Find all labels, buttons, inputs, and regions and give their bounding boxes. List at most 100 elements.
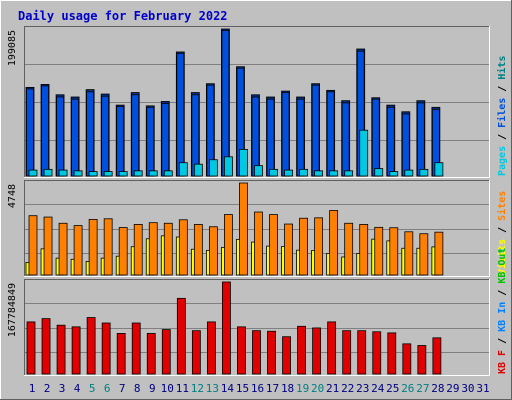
bar-kbf — [342, 330, 352, 375]
bar-sites — [148, 222, 158, 276]
bar-kbf — [402, 343, 412, 375]
legend-label: Pages / Files / Hits — [496, 56, 508, 176]
x-tick-label: 25 — [386, 382, 399, 395]
bar-pages — [178, 162, 188, 177]
bar-pages — [88, 171, 98, 177]
bar-pages — [434, 162, 444, 177]
bar-pages — [419, 168, 429, 177]
bar-kbf — [387, 332, 397, 375]
legend-separator: / — [497, 80, 508, 98]
bar-pages — [224, 156, 233, 177]
x-tick-label: 23 — [356, 382, 369, 395]
bar-pages — [73, 170, 83, 177]
bar-files — [341, 102, 350, 177]
bar-pages — [344, 170, 354, 177]
y-max-label: 199085 — [7, 30, 18, 66]
x-axis-labels: 1 2 3 4 5 6 7 8 9 10 11 12 13 14 15 16 17 18 19 20 21 22 23 24 2… — [29, 382, 490, 395]
x-tick-label: 13 — [206, 382, 219, 395]
bar-pages — [163, 170, 173, 177]
bar-files — [311, 84, 320, 177]
legend-separator: / — [497, 128, 508, 146]
bar-sites — [28, 215, 38, 276]
bar-sites — [88, 218, 98, 276]
bar-kbf — [161, 329, 171, 375]
bar-sites — [329, 210, 339, 276]
x-tick-label: 30 — [461, 382, 474, 395]
x-tick-label: 2 — [44, 382, 51, 395]
x-tick-label: 11 — [176, 382, 189, 395]
bar-kbf — [222, 281, 231, 375]
bar-files — [101, 95, 110, 177]
bar-pages — [284, 169, 293, 177]
bar-pages — [208, 159, 218, 177]
bar-pages — [239, 149, 248, 177]
x-tick-label: 14 — [221, 382, 235, 395]
x-tick-label: 8 — [134, 382, 141, 395]
legend-entry: KB F — [497, 350, 508, 374]
panel-sites-visits: 4748 Visits / Sites — [7, 180, 508, 277]
x-tick-label: 4 — [74, 382, 81, 395]
x-tick-label: 17 — [266, 382, 279, 395]
bar-files — [416, 102, 425, 177]
bar-kbf — [131, 322, 141, 375]
x-tick-label: 26 — [401, 382, 414, 395]
bar-files — [71, 98, 79, 177]
bar-pages — [103, 171, 113, 177]
bar-sites — [103, 218, 113, 276]
legend-label: KB F / KB In / KB Out — [497, 248, 508, 374]
panel-kbytes: 167784849 KB F / KB In / KB Out — [7, 248, 508, 376]
bar-sites — [58, 222, 68, 276]
bar-files — [131, 94, 140, 177]
bar-files — [281, 92, 290, 177]
y-max-label: 167784849 — [7, 283, 18, 337]
bar-sites — [239, 182, 248, 276]
bar-files — [296, 98, 305, 177]
x-tick-label: 21 — [326, 382, 339, 395]
bar-sites — [359, 224, 369, 276]
bar-files — [221, 30, 230, 177]
bar-kbf — [357, 330, 367, 375]
x-tick-label: 27 — [416, 382, 429, 395]
bar-pages — [43, 168, 53, 177]
x-tick-label: 29 — [446, 382, 459, 395]
x-tick-label: 31 — [476, 382, 489, 395]
bar-kbf — [191, 330, 201, 375]
legend-separator: / — [497, 332, 508, 350]
bar-pages — [269, 168, 278, 177]
bar-sites — [314, 217, 324, 276]
bar-files — [266, 98, 275, 177]
bar-sites — [133, 224, 143, 276]
bar-kbf — [282, 336, 291, 375]
bar-kbf — [146, 333, 156, 375]
bar-pages — [374, 168, 384, 177]
bar-kbf — [71, 326, 81, 375]
bar-files — [386, 106, 395, 177]
bar-sites — [193, 224, 203, 276]
bar-kbf — [56, 324, 66, 375]
bar-sites — [208, 226, 218, 276]
bar-kbf — [176, 297, 186, 375]
x-tick-label: 18 — [281, 382, 294, 395]
x-tick-label: 15 — [236, 382, 249, 395]
bar-kbf — [327, 321, 337, 375]
x-tick-label: 19 — [296, 382, 309, 395]
bar-kbf — [26, 321, 36, 375]
x-tick-label: 16 — [251, 382, 264, 395]
bar-files — [176, 53, 185, 177]
bar-pages — [133, 170, 143, 177]
bar-files — [86, 91, 95, 177]
x-tick-label: 5 — [89, 382, 96, 395]
bar-files — [371, 98, 380, 177]
legend-entry: Pages — [497, 146, 508, 176]
x-tick-label: 22 — [341, 382, 354, 395]
bar-sites — [43, 216, 53, 276]
bar-files — [326, 91, 335, 177]
bar-kbf — [252, 330, 261, 375]
x-tick-label: 28 — [431, 382, 444, 395]
x-tick-label: 24 — [371, 382, 385, 395]
bar-sites — [118, 227, 128, 276]
bar-pages — [254, 165, 263, 177]
x-tick-label: 1 — [29, 382, 36, 395]
legend-entry: Hits — [496, 56, 508, 80]
bar-sites — [73, 225, 83, 276]
